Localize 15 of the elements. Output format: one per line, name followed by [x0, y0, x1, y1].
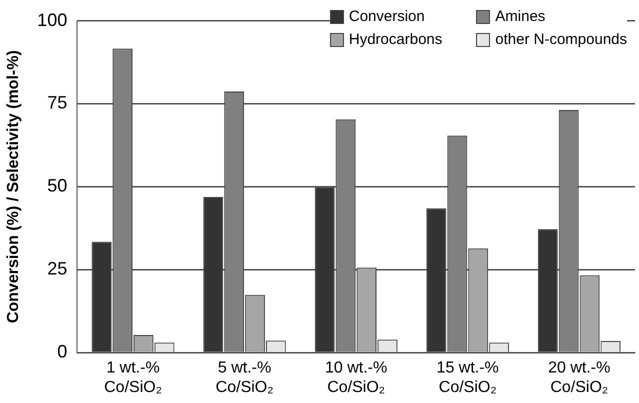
y-tick-label: 75: [47, 92, 68, 113]
x-tick-label: 5 wt.-% Co/SiO₂: [216, 360, 274, 396]
x-tick-label: 10 wt.-% Co/SiO₂: [324, 360, 388, 396]
y-axis-title: Conversion (%) / Selectivity (mol-%): [5, 50, 22, 324]
x-tick-label: 15 wt.-% Co/SiO₂: [436, 360, 499, 396]
legend-label: Hydrocarbons: [348, 31, 442, 48]
y-tick-label: 50: [47, 176, 68, 196]
y-tick-label: 100: [37, 10, 68, 30]
x-tick-label: 1 wt.-% Co/SiO₂: [104, 360, 162, 396]
legend-label: Conversion: [348, 8, 425, 25]
y-tick-label: 25: [47, 258, 68, 279]
x-tick-label: 20 wt.-% Co/SiO₂: [548, 360, 610, 396]
y-tick-label: 0: [57, 342, 68, 362]
legend-label: Amines: [495, 8, 546, 25]
legend-label: other N-compounds: [495, 31, 627, 48]
